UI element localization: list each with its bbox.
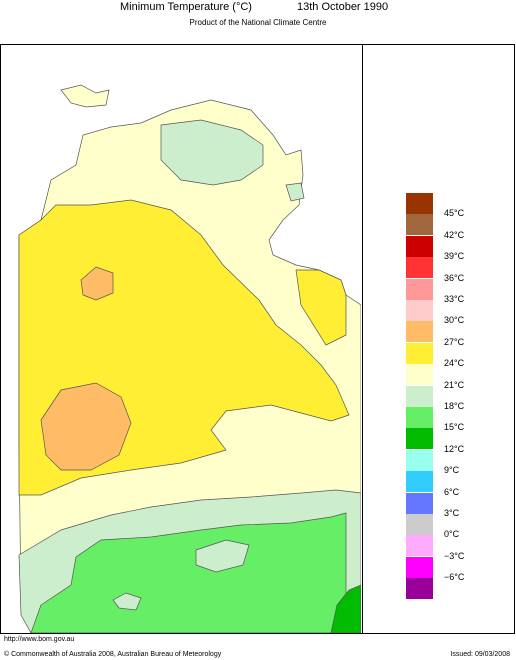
legend-swatch bbox=[406, 342, 433, 364]
legend-swatch bbox=[406, 578, 433, 600]
legend-label: 36°C bbox=[444, 272, 465, 283]
legend-swatch bbox=[406, 385, 433, 407]
zone-dark-green bbox=[330, 584, 361, 633]
legend-swatch bbox=[406, 278, 433, 300]
legend-label: −3°C bbox=[444, 550, 465, 561]
legend-label: 9°C bbox=[444, 465, 460, 476]
legend-swatch bbox=[406, 514, 433, 535]
legend-swatch bbox=[406, 492, 433, 514]
legend-swatch bbox=[406, 364, 433, 386]
map-frame bbox=[0, 44, 515, 634]
legend-label: 21°C bbox=[444, 379, 465, 390]
legend-label: 3°C bbox=[444, 508, 460, 518]
zone-green-pocket bbox=[195, 539, 250, 573]
legend-divider bbox=[362, 44, 363, 634]
map-subtitle: Product of the National Climate Centre bbox=[189, 18, 327, 27]
legend-swatch bbox=[406, 321, 433, 343]
legend-label: 24°C bbox=[444, 358, 465, 369]
legend-label: 45°C bbox=[444, 208, 465, 219]
legend-swatch bbox=[406, 407, 433, 428]
map-date: 13th October 1990 bbox=[297, 1, 389, 13]
legend-label: 30°C bbox=[444, 315, 465, 326]
zone-arnhem-green bbox=[160, 119, 264, 186]
legend-label: 18°C bbox=[444, 401, 465, 411]
legend-swatch bbox=[406, 300, 433, 321]
legend-swatch bbox=[406, 449, 433, 471]
zone-island-north bbox=[60, 84, 110, 108]
zone-yellow-east bbox=[295, 269, 347, 346]
footer-url[interactable]: http://www.bom.gov.au bbox=[4, 636, 75, 643]
zone-island-east bbox=[285, 182, 305, 202]
map-title: Minimum Temperature (°C) 13th October 19… bbox=[0, 0, 516, 20]
legend-swatch bbox=[406, 257, 433, 279]
zone-orange-north bbox=[80, 266, 114, 301]
temperature-map bbox=[1, 45, 361, 633]
zone-bright-green bbox=[30, 512, 347, 633]
zone-orange-central bbox=[40, 382, 132, 471]
legend-swatch bbox=[406, 235, 433, 257]
legend-label: 6°C bbox=[444, 486, 460, 497]
legend-label: 15°C bbox=[444, 422, 465, 433]
zone-green-pocket-2 bbox=[112, 592, 142, 611]
legend-label: 12°C bbox=[444, 443, 465, 454]
legend-swatch bbox=[406, 556, 433, 578]
legend-swatch bbox=[406, 471, 433, 493]
legend-label: 39°C bbox=[444, 251, 465, 262]
legend-swatch bbox=[406, 535, 433, 557]
footer-copyright: © Commonwealth of Australia 2008, Austra… bbox=[4, 651, 222, 658]
footer-issued: Issued: 09/03/2008 bbox=[450, 651, 510, 658]
legend-swatch bbox=[406, 193, 433, 214]
legend-label: 27°C bbox=[444, 336, 465, 347]
legend-label: 33°C bbox=[444, 294, 465, 304]
legend-label: 42°C bbox=[444, 229, 465, 240]
legend-label: 0°C bbox=[444, 529, 460, 540]
legend-swatch bbox=[406, 214, 433, 236]
legend-swatch bbox=[406, 428, 433, 450]
map-title-text: Minimum Temperature (°C) bbox=[120, 1, 252, 13]
legend-label: −6°C bbox=[444, 572, 465, 583]
